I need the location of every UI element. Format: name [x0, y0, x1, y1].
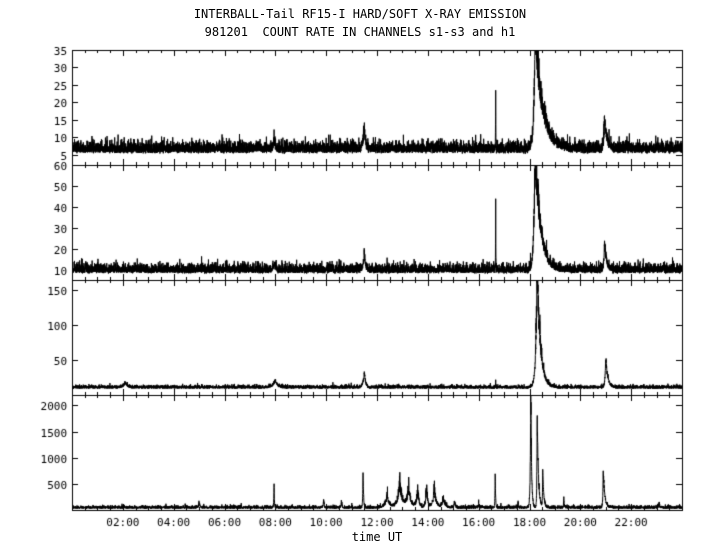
x-axis-label: time UT	[351, 530, 403, 544]
plot-subtitle: 981201 COUNT RATE IN CHANNELS s1-s3 and …	[204, 25, 516, 39]
plot-title: INTERBALL-Tail RF15-I HARD/SOFT X-RAY EM…	[193, 7, 527, 21]
